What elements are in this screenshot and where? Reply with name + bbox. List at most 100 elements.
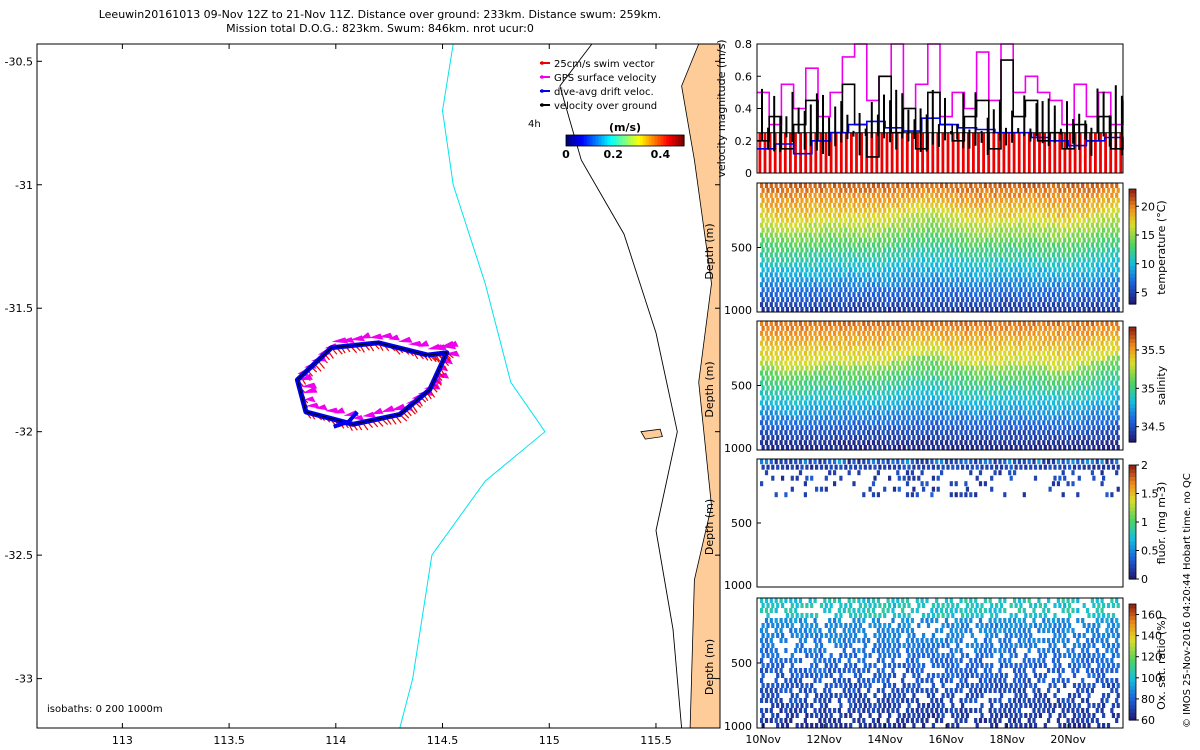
section-cell (985, 187, 989, 193)
section-cell (852, 262, 856, 268)
section-cell (784, 718, 788, 723)
section-cell (998, 272, 1002, 278)
section-cell (956, 375, 960, 381)
section-cell (915, 302, 919, 308)
section-cell (995, 325, 999, 331)
section-cell (828, 638, 832, 643)
section-cell (1116, 207, 1120, 213)
section-cell (766, 683, 770, 688)
section-cell (764, 262, 769, 268)
section-cell (1024, 355, 1028, 361)
section-cell (842, 292, 846, 298)
section-cell (936, 197, 940, 203)
section-cell (915, 390, 919, 396)
section-cell (922, 187, 926, 193)
section-cell (905, 330, 910, 336)
section-cell (978, 302, 983, 308)
section-cell (920, 222, 924, 228)
section-cell (965, 217, 969, 223)
section-cell (1047, 440, 1051, 446)
section-cell (1102, 297, 1106, 303)
section-cell (936, 217, 940, 223)
section-cell (760, 340, 764, 346)
section-cell (980, 425, 984, 431)
section-cell (774, 390, 778, 396)
section-cell (1032, 330, 1036, 336)
section-cell (907, 445, 911, 450)
section-cell (829, 297, 833, 303)
section-cell (920, 440, 924, 446)
section-cell (1017, 330, 1021, 336)
colorbar-cell (1129, 380, 1136, 386)
section-cell (983, 420, 987, 426)
section-cell (764, 708, 769, 713)
section-cell (1037, 410, 1041, 416)
section-cell (1032, 430, 1036, 436)
section-cell (1066, 390, 1070, 396)
section-cell (844, 405, 848, 411)
section-cell (769, 380, 773, 386)
section-cell (1027, 380, 1031, 386)
section-cell (764, 292, 769, 298)
section-cell (896, 292, 900, 298)
section-cell (795, 247, 799, 253)
section-cell (993, 340, 997, 346)
section-cell (961, 375, 965, 381)
section-cell (808, 598, 812, 603)
section-cell (779, 390, 783, 396)
section-cell (833, 360, 837, 366)
section-cell (912, 486, 916, 492)
section-cell (1004, 307, 1008, 312)
section-cell (781, 345, 785, 351)
section-cell (892, 217, 897, 223)
swim-speed-bar (911, 132, 914, 173)
section-cell (823, 272, 827, 278)
swim-speed-bar (850, 132, 853, 173)
colorbar-cell (1129, 403, 1136, 409)
section-cell (805, 405, 809, 411)
colorbar-cell (625, 135, 629, 146)
section-cell (1032, 440, 1036, 446)
section-cell (1033, 325, 1038, 331)
section-cell (1066, 481, 1070, 487)
section-cell (993, 252, 997, 258)
section-cell (824, 247, 828, 253)
section-cell (930, 262, 934, 268)
section-cell (930, 272, 934, 278)
section-cell (1027, 350, 1031, 356)
section-cell (1019, 365, 1023, 371)
section-cell (805, 653, 809, 658)
section-cell (800, 683, 804, 688)
section-cell (862, 222, 866, 228)
section-cell (961, 237, 965, 243)
section-cell (867, 282, 871, 288)
section-cell (1110, 440, 1114, 446)
section-cell (795, 307, 799, 312)
section-cell (810, 673, 814, 678)
section-cell (819, 197, 824, 203)
section-cell (964, 272, 968, 278)
section-cell (876, 202, 880, 208)
section-cell (862, 420, 866, 426)
section-cell (813, 708, 817, 713)
section-cell (888, 365, 892, 371)
section-cell (766, 297, 770, 303)
section-cell (815, 227, 819, 233)
section-cell (795, 643, 799, 648)
section-cell (897, 237, 901, 243)
swim-speed-bar (1017, 132, 1021, 173)
section-cell (1014, 307, 1018, 312)
section-cell (810, 663, 814, 668)
section-cell (980, 197, 984, 203)
section-cell (824, 475, 828, 481)
section-cell (978, 222, 983, 228)
section-cell (1029, 335, 1033, 341)
section-cell (1085, 430, 1090, 436)
section-cell (892, 187, 897, 193)
section-cell (993, 212, 997, 218)
section-cell (1087, 197, 1091, 203)
section-cell (980, 385, 984, 391)
section-cell (896, 192, 900, 198)
section-cell (1102, 464, 1106, 470)
